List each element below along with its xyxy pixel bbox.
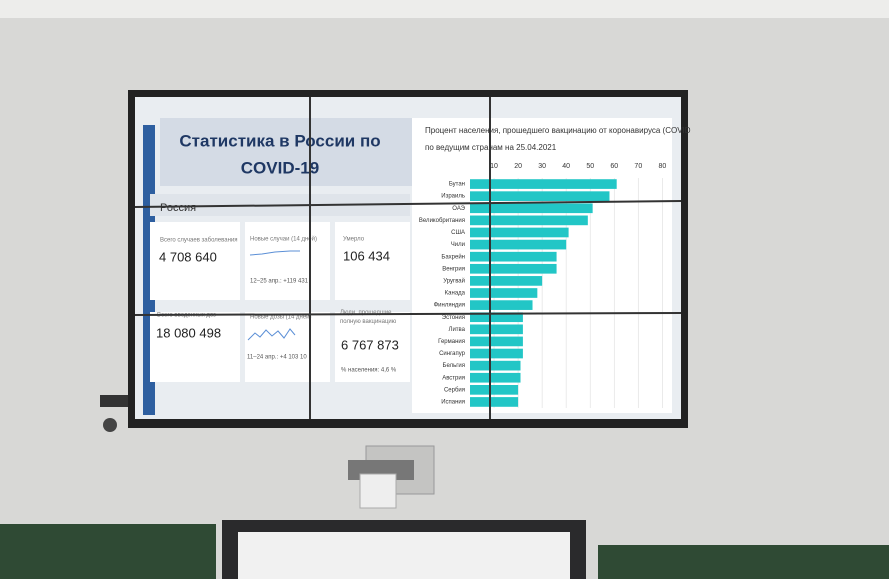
card-label: Новые случаи (14 дней) [250, 236, 317, 243]
bar [470, 372, 521, 383]
whiteboard [238, 532, 570, 579]
y-tick-label: Бахрейн [441, 253, 465, 260]
y-tick-label: Уругвай [443, 277, 465, 284]
x-tick-label: 60 [610, 163, 618, 170]
bar [470, 360, 521, 371]
bar [470, 239, 567, 250]
y-tick-label: Литва [449, 327, 466, 333]
chalkboard [598, 545, 889, 579]
x-tick-label: 20 [514, 163, 522, 170]
projector [359, 473, 397, 509]
y-tick-label: ОАЭ [452, 206, 465, 212]
card [245, 312, 330, 382]
x-tick-label: 50 [586, 163, 594, 170]
y-tick-label: Сербия [444, 387, 465, 393]
card [335, 312, 410, 382]
card-value: 6 767 873 [341, 337, 399, 352]
y-tick-label: Финляндия [434, 303, 465, 309]
bar [470, 215, 588, 226]
y-tick-label: Канада [445, 291, 466, 297]
bar [470, 300, 533, 310]
card-label: Всего случаев заболевания [160, 238, 238, 244]
card-note: 12–25 апр.: +119 431 [250, 279, 309, 285]
bar [470, 179, 617, 189]
sparkline [247, 328, 296, 341]
card-value: 18 080 498 [156, 325, 221, 340]
y-tick-label: Эстония [442, 315, 465, 321]
y-tick-label: США [451, 230, 465, 236]
camera [100, 395, 128, 407]
y-tick-label: Германия [438, 339, 465, 345]
bar [470, 336, 523, 347]
bar [470, 348, 523, 359]
card [150, 222, 240, 300]
bar [470, 385, 519, 395]
y-tick-label: Бутан [449, 182, 465, 188]
title: COVID-19 [241, 158, 319, 177]
region: Россия [160, 202, 196, 214]
y-tick-label: Сингапур [439, 351, 466, 357]
seams [134, 97, 682, 419]
x-tick-label: 80 [658, 163, 666, 170]
card-note: 11–24 апр.: +4 103 10 [247, 355, 307, 361]
chalkboard [0, 524, 216, 579]
bar [470, 203, 593, 214]
x-tick-label: 10 [490, 163, 498, 170]
x-tick-label: 70 [634, 163, 642, 170]
y-tick-label: Венгрия [442, 266, 465, 272]
card-value: 106 434 [343, 248, 390, 263]
title: Статистика в России по [179, 131, 380, 150]
title-box [160, 118, 415, 186]
y-tick-label: Австрия [442, 375, 465, 381]
bar [470, 263, 557, 274]
bar [470, 191, 610, 201]
ceiling [0, 0, 889, 18]
bar [470, 288, 538, 298]
card-label: Люди, прошедшие полную вакцинацию [340, 310, 397, 325]
card-label-wrap: Люди, прошедшие полную вакцинацию [340, 310, 397, 325]
x-tick-label: 40 [562, 163, 570, 170]
card-note: % населения: 4,6 % [341, 368, 397, 374]
y-tick-label: Бельгия [443, 363, 466, 369]
card [150, 312, 240, 382]
card-value: 4 708 640 [159, 249, 217, 264]
chart: 10 20 30 40 50 60 70 80 Бутан Израиль ОАЭ Великобри… [419, 163, 666, 408]
bar [470, 227, 569, 238]
y-tick-label: Испания [441, 400, 465, 406]
bar [470, 251, 557, 262]
card-label: Умерло [343, 237, 365, 243]
seam [134, 200, 682, 208]
card-label: Новые дозы (14 дней) [250, 314, 312, 321]
bar [470, 312, 523, 323]
y-tick-label: Израиль [441, 194, 465, 200]
sparkline [249, 250, 300, 256]
bar [470, 276, 543, 286]
chart-title: Процент населения, прошедшего вакцинацию… [425, 126, 691, 135]
x-tick-label: 30 [538, 163, 546, 170]
camera-lens [103, 418, 117, 432]
y-tick-label: Великобритания [419, 218, 465, 224]
bar [470, 397, 519, 407]
bar [470, 324, 523, 335]
seam [134, 312, 682, 316]
card [245, 222, 330, 300]
y-tick-label: Чили [451, 242, 465, 248]
card [335, 222, 410, 300]
